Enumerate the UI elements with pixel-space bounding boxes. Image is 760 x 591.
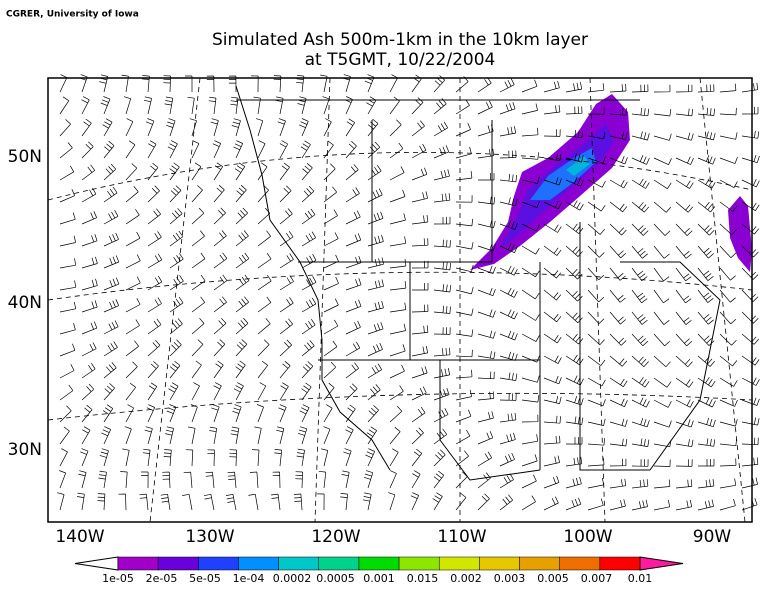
- colorbar-swatch: [559, 556, 601, 571]
- wind-barbs: [57, 74, 760, 511]
- colorbar-label: 0.01: [628, 572, 653, 585]
- colorbar-swatch: [358, 556, 400, 571]
- colorbar-swatch: [198, 556, 239, 571]
- lat-label: 40N: [8, 293, 42, 313]
- lon-label: 90W: [693, 527, 732, 547]
- lon-label: 130W: [185, 527, 234, 547]
- lat-label: 50N: [8, 147, 42, 167]
- boundaries: [235, 85, 721, 481]
- title-line: Simulated Ash 500m-1km in the 10km layer: [212, 30, 588, 50]
- colorbar-label: 0.0005: [316, 572, 355, 585]
- colorbar-swatch: [398, 556, 440, 571]
- colorbar-swatch: [238, 556, 279, 571]
- colorbar-label: 0.001: [363, 572, 395, 585]
- lon-label: 120W: [311, 527, 360, 547]
- colorbar-label: 0.015: [407, 572, 439, 585]
- ash-plume: [728, 196, 752, 272]
- lat-label: 30N: [8, 440, 42, 460]
- map-frame: [47, 77, 753, 523]
- colorbar-label: 5e-05: [189, 572, 221, 585]
- colorbar-label: 0.005: [537, 572, 569, 585]
- lon-label: 110W: [437, 527, 486, 547]
- colorbar-label: 0.0002: [273, 572, 312, 585]
- title-line: at T5GMT, 10/22/2004: [305, 50, 496, 70]
- colorbar-swatch: [318, 556, 360, 571]
- colorbar-label: 0.003: [494, 572, 526, 585]
- graticule: [47, 77, 753, 523]
- colorbar-label: 0.007: [581, 572, 613, 585]
- colorbar-swatch: [278, 556, 320, 571]
- colorbar: 1e-05 2e-05 5e-05 1e-04 0.0002 0.0005 0.001 0.0…: [74, 556, 684, 585]
- colorbar-swatch: [599, 556, 641, 571]
- colorbar-swatch: [117, 556, 159, 571]
- colorbar-over: [639, 556, 684, 571]
- colorbar-label: 0.002: [450, 572, 482, 585]
- lon-label: 100W: [563, 527, 612, 547]
- map: [47, 74, 760, 523]
- colorbar-swatch: [479, 556, 520, 571]
- colorbar-swatch: [438, 556, 480, 571]
- colorbar-label: 1e-05: [102, 572, 134, 585]
- colorbar-swatch: [519, 556, 560, 571]
- ash-plume: [566, 156, 590, 176]
- colorbar-label: 1e-04: [233, 572, 265, 585]
- colorbar-label: 2e-05: [146, 572, 178, 585]
- colorbar-swatch: [157, 556, 199, 571]
- credit: CGRER, University of Iowa: [6, 10, 139, 20]
- lon-label: 140W: [55, 527, 104, 547]
